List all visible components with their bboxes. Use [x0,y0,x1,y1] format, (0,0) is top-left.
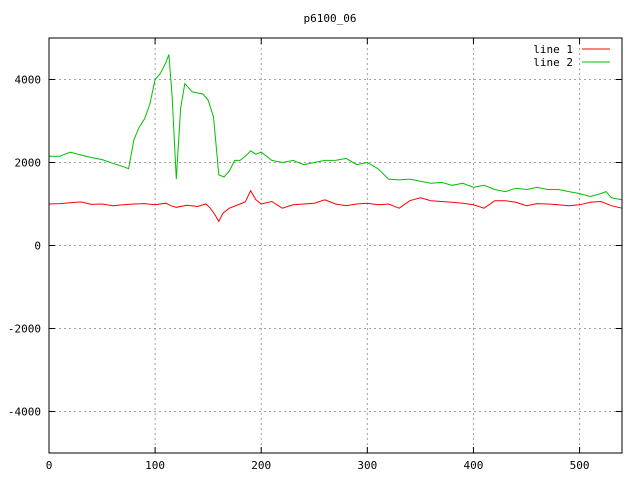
x-tick-label: 0 [46,459,53,472]
axis-ticks: 0 100 200 300 400 500 -4000 -2000 0 2000 4000 [8,38,622,472]
series-line-2 [49,54,623,201]
x-tick-label: 500 [570,459,590,472]
y-tick-label: 4000 [15,74,42,87]
x-tick-label: 100 [145,459,165,472]
y-tick-label: 0 [34,240,41,253]
y-tick-label: -2000 [8,323,41,336]
y-tick-label: 2000 [15,157,42,170]
grid [49,38,622,453]
series-layer [48,54,623,223]
y-tick-label: -4000 [8,406,41,419]
chart-title: p6100_06 [304,12,357,25]
series-line-1 [48,189,623,223]
legend-label-2: line 2 [533,56,573,69]
x-tick-label: 200 [251,459,271,472]
x-tick-label: 400 [464,459,484,472]
x-tick-label: 300 [357,459,377,472]
legend-label-1: line 1 [533,43,573,56]
